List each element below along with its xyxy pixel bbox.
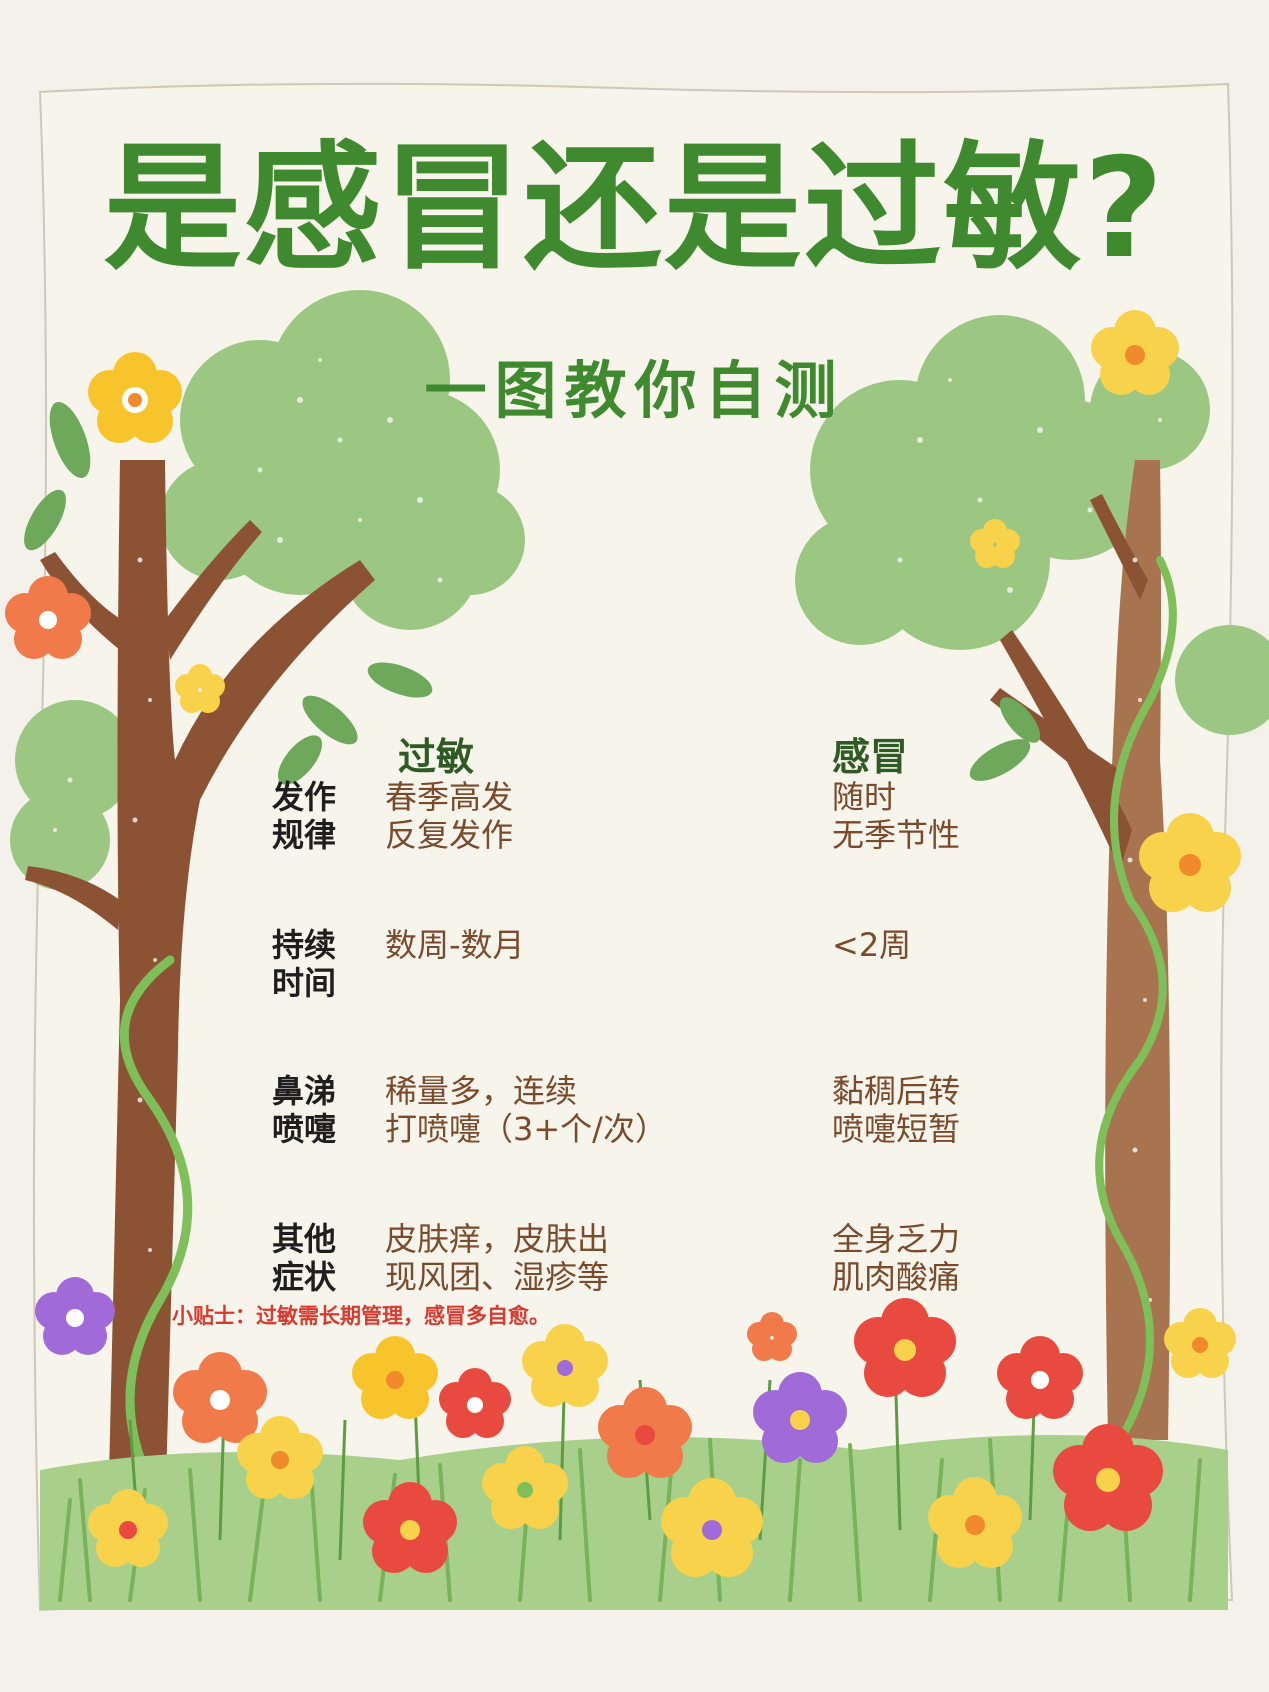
flower-yellow-mid-right bbox=[970, 519, 1020, 568]
flower-orange-bottom-2 bbox=[598, 1387, 692, 1478]
cell-cold-duration: <2周 bbox=[832, 926, 912, 964]
flower-red-bottom-5 bbox=[1053, 1424, 1163, 1531]
flower-yellow-bottom-6 bbox=[928, 1477, 1022, 1568]
trunk-speckles bbox=[1127, 557, 1152, 1302]
leaf-left bbox=[24, 402, 433, 785]
flower-yellow-bottom-right bbox=[1164, 1308, 1236, 1378]
column-header-cold: 感冒 bbox=[832, 735, 909, 779]
row-label-onset: 发作 规律 bbox=[272, 778, 337, 854]
tree-right bbox=[795, 315, 1269, 1444]
flower-purple-left bbox=[35, 1277, 115, 1355]
row-label-nasal: 鼻涕 喷嚏 bbox=[272, 1072, 337, 1148]
tip-note: 小贴士：过敏需长期管理，感冒多自愈。 bbox=[172, 1304, 550, 1328]
flower-red-bottom-3 bbox=[854, 1298, 956, 1397]
flower-yellow-small-left bbox=[175, 664, 225, 713]
flower-red-bottom-4 bbox=[997, 1336, 1083, 1419]
vine-right bbox=[1095, 556, 1177, 1444]
flower-yellow-topleft bbox=[88, 352, 182, 443]
column-header-allergy: 过敏 bbox=[398, 735, 475, 779]
trunk-speckles bbox=[132, 557, 157, 1252]
cell-allergy-nasal: 稀量多，连续 打喷嚏（3+个/次） bbox=[385, 1072, 667, 1148]
flower-yellow-bottom-3 bbox=[522, 1324, 608, 1407]
flower-yellow-bottom-5 bbox=[661, 1478, 763, 1577]
foliage-speckles bbox=[897, 378, 1162, 593]
tree-left-foliage bbox=[10, 290, 525, 890]
flower-orange-left bbox=[5, 576, 91, 659]
flower-orange-bottom-3 bbox=[747, 1312, 797, 1361]
tree-left bbox=[10, 290, 525, 1520]
flower-red-bottom-1 bbox=[439, 1368, 511, 1438]
page-title: 是感冒还是过敏? bbox=[103, 128, 1166, 289]
flower-yellow-right bbox=[1139, 813, 1241, 912]
foliage-speckles bbox=[53, 358, 443, 832]
cell-allergy-other: 皮肤痒，皮肤出 现风团、湿疹等 bbox=[385, 1220, 610, 1296]
flower-purple-bottom bbox=[753, 1372, 847, 1463]
cell-cold-onset: 随时 无季节性 bbox=[832, 778, 961, 854]
tree-right-foliage bbox=[795, 315, 1269, 735]
leaf-right bbox=[969, 697, 1041, 781]
cell-cold-other: 全身乏力 肌肉酸痛 bbox=[832, 1220, 961, 1296]
row-label-duration: 持续 时间 bbox=[272, 926, 337, 1002]
vine-left bbox=[119, 955, 193, 1505]
tree-left-branch-right bbox=[165, 520, 262, 660]
cell-allergy-onset: 春季高发 反复发作 bbox=[385, 778, 514, 854]
flower-yellow-bottom-2 bbox=[352, 1336, 438, 1419]
row-label-other: 其他 症状 bbox=[272, 1220, 337, 1296]
cell-cold-nasal: 黏稠后转 喷嚏短暂 bbox=[832, 1072, 961, 1148]
flower-yellow-topright bbox=[1091, 310, 1179, 395]
flower-yellow-bottom-4 bbox=[482, 1446, 568, 1529]
flower-yellow-bottom-left bbox=[88, 1489, 168, 1567]
flower-orange-bottom bbox=[173, 1352, 267, 1443]
tree-right-trunk bbox=[1105, 460, 1171, 1440]
cell-allergy-duration: 数周-数月 bbox=[385, 926, 525, 964]
flower-yellow-bottom-1 bbox=[237, 1416, 323, 1499]
tree-right-branch-up bbox=[1090, 494, 1148, 600]
page-subtitle: 一图教你自测 bbox=[424, 354, 845, 427]
flower-red-bottom-2 bbox=[363, 1482, 457, 1573]
tree-left-branch-low bbox=[25, 866, 120, 930]
